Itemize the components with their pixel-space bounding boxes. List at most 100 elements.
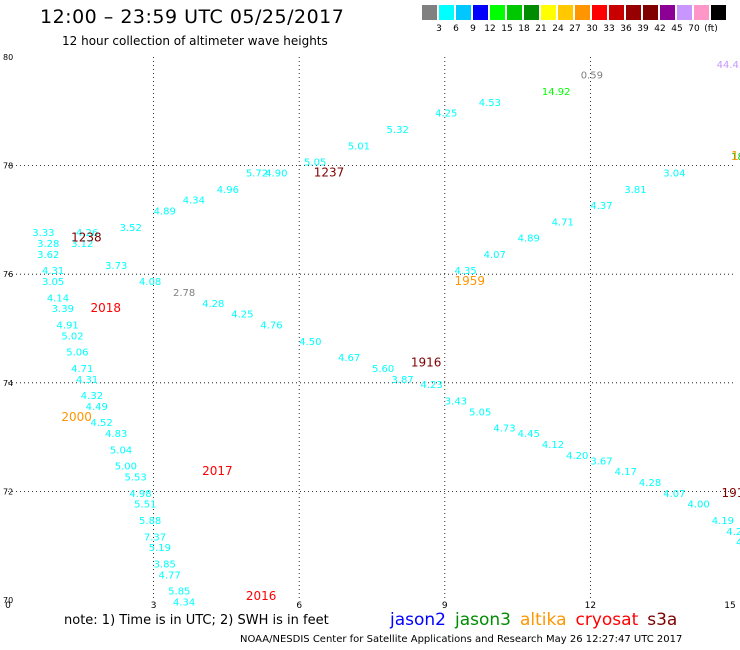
legend-swatch [422, 5, 437, 20]
wave-height-label: 4.90 [265, 168, 287, 179]
page-subtitle: 12 hour collection of altimeter wave hei… [62, 34, 328, 48]
legend-swatch [473, 5, 488, 20]
wave-height-label: 5.53 [124, 473, 146, 484]
wave-height-label: 5.72 [246, 168, 268, 179]
wave-height-label: 5.88 [139, 516, 161, 527]
legend-swatch [609, 5, 624, 20]
wave-height-label: 4.34 [173, 597, 195, 608]
legend-swatch [524, 5, 539, 20]
wave-height-label: 14.92 [542, 87, 571, 98]
legend-label: 9 [470, 24, 476, 34]
wave-height-label: 3.05 [42, 277, 64, 288]
legend-label: 30 [586, 24, 598, 34]
wave-height-label: 3.33 [32, 228, 54, 239]
satellite-label: s3a [647, 610, 678, 630]
legend-label: 3 [436, 24, 442, 34]
footer-note: note: 1) Time is in UTC; 2) SWH is in fe… [64, 613, 329, 628]
wave-height-label: 4.76 [260, 321, 282, 332]
satellite-label: cryosat [575, 610, 639, 630]
wave-height-label: 5.05 [304, 158, 326, 169]
wave-height-label: 4.28 [639, 478, 661, 489]
wave-height-label: 5.01 [348, 141, 370, 152]
wave-height-label: 4.25 [231, 310, 253, 321]
wave-height-label: 4.17 [615, 467, 637, 478]
x-tick-label: 3 [151, 601, 157, 610]
wave-height-label: 5.60 [372, 364, 394, 375]
wave-height-label: 4.89 [518, 234, 540, 245]
wave-height-label: 4.27 [726, 527, 740, 538]
pass-time-label: 2016 [246, 589, 277, 603]
wave-height-label: 4.12 [542, 440, 564, 451]
wave-height-label: 5.04 [110, 445, 132, 456]
wave-height-label: 4.31 [76, 375, 98, 386]
x-tick-label: 15 [724, 601, 735, 610]
x-tick-label: 6 [296, 601, 302, 610]
pass-time-label: 1! [731, 149, 740, 163]
credit-line: NOAA/NESDIS Center for Satellite Applica… [240, 634, 683, 645]
wave-height-label: 4.67 [338, 353, 360, 364]
legend-swatch [575, 5, 590, 20]
wave-height-label: 4.23 [421, 380, 443, 391]
legend-label: 24 [552, 24, 564, 34]
y-tick-label: 74 [3, 379, 13, 388]
wave-height-label: 3.39 [52, 304, 74, 315]
wave-height-label: 4.89 [154, 206, 176, 217]
legend-label: 15 [501, 24, 513, 34]
wave-height-label: 4.71 [552, 217, 574, 228]
pass-time-label: 2017 [202, 464, 233, 478]
wave-height-label: 3.67 [590, 456, 612, 467]
wave-height-label: 4.50 [299, 337, 321, 348]
wave-height-label: 4.20 [566, 451, 588, 462]
wave-height-label: 4.45 [518, 429, 540, 440]
legend-swatch [694, 5, 709, 20]
wave-height-label: 7.37 [144, 532, 166, 543]
wave-height-label: 4.35 [455, 266, 477, 277]
legend-swatch [541, 5, 556, 20]
wave-height-label: 3.52 [120, 223, 142, 234]
legend-label: 33 [603, 24, 615, 34]
legend-swatch [558, 5, 573, 20]
wave-height-label: 4.32 [81, 391, 103, 402]
wave-height-label: 4.77 [158, 570, 180, 581]
wave-height-label: 3.43 [445, 397, 467, 408]
wave-height-label: 0.59 [581, 71, 603, 82]
wave-height-labels: 3.333.283.624.313.054.143.394.915.025.06… [32, 60, 740, 609]
legend-swatch [592, 5, 607, 20]
legend-label: 21 [535, 24, 547, 34]
y-tick-label: 72 [3, 487, 13, 496]
wave-height-label: 4.52 [91, 418, 113, 429]
wave-height-label: 3.28 [37, 239, 59, 250]
legend-swatch [507, 5, 522, 20]
legend-label: 36 [620, 24, 632, 34]
x-tick-label: 9 [442, 601, 448, 610]
wave-height-label: 4.00 [687, 500, 709, 511]
pass-time-label: 1916 [411, 356, 442, 370]
wave-height-label: 4.53 [479, 98, 501, 109]
wave-height-label: 3.12 [71, 239, 93, 250]
pass-time-label: 2000 [61, 410, 92, 424]
wave-height-label: 4.07 [484, 250, 506, 261]
wave-height-label: 3.87 [391, 375, 413, 386]
wave-height-label: 4.07 [663, 489, 685, 500]
legend-swatch [490, 5, 505, 20]
wave-height-label: 5.32 [387, 125, 409, 136]
satellite-label: jason3 [455, 610, 511, 630]
satellite-label: altika [520, 610, 567, 630]
pass-time-label: 2018 [91, 301, 122, 315]
legend-swatch [439, 5, 454, 20]
axis-ticks: 0 3 6 9 12 15 80 78 76 74 72 70 [3, 53, 736, 610]
y-tick-label: 70 [3, 596, 13, 605]
pass-time-label: 1959 [455, 274, 486, 288]
wave-height-label: 4.98 [129, 489, 151, 500]
y-tick-label: 78 [3, 162, 13, 171]
wave-height-label: 4.73 [493, 424, 515, 435]
pass-time-label: 1237 [314, 165, 345, 179]
wave-height-label: 5.05 [469, 407, 491, 418]
grid-lines [8, 57, 736, 600]
wave-height-label: 4.25 [435, 109, 457, 120]
x-tick-label: 12 [585, 601, 596, 610]
wave-height-label: 4.34 [183, 196, 205, 207]
legend-label: 18 [518, 24, 530, 34]
legend-label: 70 [688, 24, 700, 34]
legend-label: 27 [569, 24, 581, 34]
